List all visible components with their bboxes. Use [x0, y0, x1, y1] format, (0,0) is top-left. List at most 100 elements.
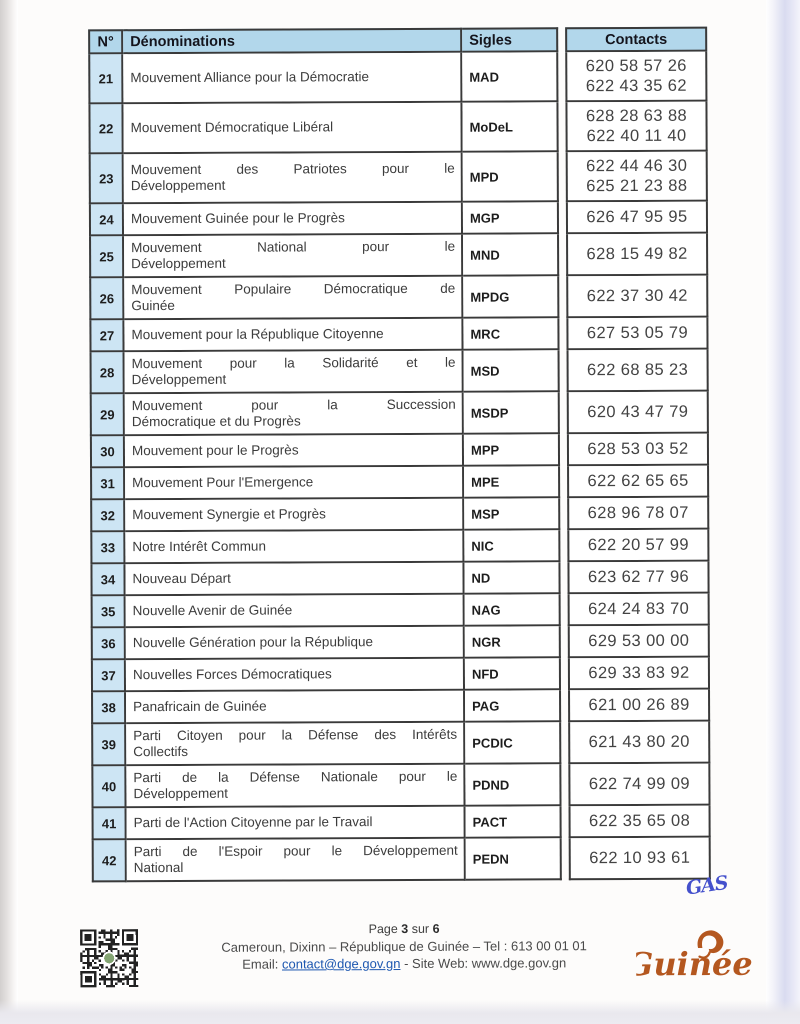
word: Parti	[133, 728, 162, 744]
phone-number: 629 53 00 00	[588, 631, 690, 651]
signature-initials: GAS	[684, 871, 729, 900]
word: pour	[398, 768, 426, 785]
phone-number: 629 33 83 92	[588, 663, 690, 683]
sigle-cell: NAG	[464, 594, 561, 627]
word: pour	[381, 160, 410, 177]
header-num: N°	[88, 29, 124, 55]
word: et	[406, 354, 418, 370]
word: Défense	[249, 769, 300, 785]
word: Parti	[133, 770, 162, 786]
denomination-cell: Mouvement Démocratique Libéral	[123, 102, 463, 155]
website-label: - Site Web: www.dge.gov.gn	[404, 955, 567, 971]
row-number: 21	[88, 54, 124, 105]
word: Mouvement	[130, 161, 202, 178]
phone-number: 621 43 80 20	[588, 732, 690, 752]
contact-cell: 626 47 95 95	[565, 201, 709, 235]
denomination-line: Notre Intérêt Commun	[132, 538, 266, 555]
header-sigles: Sigles	[462, 27, 559, 53]
phone-number: 621 00 26 89	[588, 695, 690, 715]
sigle-cell: MPE	[464, 466, 561, 499]
sigle-cell: MRC	[463, 318, 560, 351]
denomination-line: Mouvement Démocratique Libéral	[130, 119, 334, 136]
sigle-cell: MAD	[462, 52, 559, 103]
row-number: 25	[89, 236, 125, 279]
row-number: 24	[88, 204, 125, 237]
page-total: 6	[432, 921, 440, 936]
denomination-line: Panafricain de Guinée	[133, 698, 267, 715]
word: Parti	[133, 844, 162, 860]
phone-number: 628 96 78 07	[587, 503, 689, 523]
denomination-cell: Nouvelles Forces Démocratiques	[125, 658, 466, 693]
word: Mouvement	[131, 355, 203, 372]
row-number: 34	[90, 564, 126, 597]
page-separator: sur	[411, 921, 430, 936]
contact-cell: 622 20 57 99	[567, 529, 710, 563]
word: le	[446, 768, 458, 784]
denomination-cell: Parti de la Défense Nationale pour le Développe…	[126, 764, 466, 809]
denomination-line: Mouvement Synergie et Progrès	[132, 506, 326, 523]
word: le	[445, 354, 456, 370]
elephant-icon	[697, 930, 724, 959]
row-number: 33	[90, 532, 126, 565]
address-line: Cameroun, Dixinn – République de Guinée …	[221, 938, 587, 955]
denomination-cell: Mouvement Alliance pour la Démocratie	[123, 52, 463, 105]
phone-number: 628 28 63 88	[585, 106, 688, 126]
sigle-cell: MSD	[463, 350, 560, 393]
denomination-cell: Mouvement National pour le Développement	[124, 234, 464, 279]
denomination-line: Développement	[130, 177, 226, 194]
word: le	[444, 238, 456, 254]
header-contacts: Contacts	[565, 26, 708, 53]
row-number: 23	[88, 154, 124, 205]
word: pour	[251, 397, 279, 413]
email-link[interactable]: contact@dge.gov.gn	[281, 956, 401, 972]
row-number: 30	[89, 436, 126, 469]
header-denominations: Dénominations	[123, 27, 463, 55]
contact-cell: 628 53 03 52	[566, 433, 710, 467]
phone-number: 624 24 83 70	[588, 599, 690, 619]
contact-cell: 620 43 47 79	[566, 391, 709, 435]
denomination-line: Développement	[133, 785, 229, 802]
row-number: 28	[89, 352, 125, 395]
denomination-line: Nouveau Départ	[132, 570, 231, 587]
row-number: 26	[89, 278, 125, 321]
denomination-cell: Mouvement pour le Progrès	[124, 434, 465, 469]
sigle-cell: PACT	[465, 806, 562, 839]
word: Populaire	[234, 281, 292, 297]
word: Nationale	[320, 769, 378, 785]
word: de	[182, 769, 198, 785]
row-number: 31	[90, 468, 126, 501]
sigle-cell: MND	[463, 234, 560, 277]
word: la	[281, 727, 293, 743]
word: pour	[283, 843, 311, 859]
denomination-line: National	[133, 859, 184, 876]
denomination-line: Mouvement Guinée pour le Progrès	[130, 210, 345, 227]
row-number: 42	[91, 840, 127, 883]
word: Démocratique	[323, 280, 408, 297]
row-number: 22	[88, 104, 124, 155]
denomination-cell: Parti Citoyen pour la Défense des Intérêts Coll…	[126, 722, 466, 767]
word: Défense	[308, 727, 359, 743]
photo-right-edge	[766, 0, 800, 1024]
logo-wordmark: Guinée	[636, 945, 753, 984]
contact-cell: 621 00 26 89	[568, 689, 711, 723]
denomination-line: Parti de la Défense Nationale pour le	[133, 769, 457, 786]
word: Mouvement	[131, 281, 202, 298]
denomination-cell: Nouvelle Génération pour la République	[125, 626, 465, 661]
denomination-cell: Mouvement pour la Solidarité et le Développeme…	[124, 350, 464, 395]
word: le	[331, 843, 343, 859]
phone-number: 628 53 03 52	[587, 439, 689, 459]
denomination-line: Développement	[131, 255, 226, 272]
denomination-cell: Mouvement pour la Succession Démocratique et…	[124, 392, 464, 437]
word: Patriotes	[293, 161, 347, 177]
denomination-line: Nouvelle Avenir de Guinée	[132, 602, 293, 619]
row-number: 38	[91, 692, 127, 725]
sigle-cell: NFD	[464, 658, 562, 691]
denomination-line: Mouvement Populaire Démocratique de	[131, 281, 455, 298]
phone-number: 620 58 57 26	[585, 56, 687, 76]
word: Intérêts	[412, 726, 458, 742]
phone-number: 622 35 65 08	[588, 811, 691, 831]
sigle-cell: MoDeL	[462, 102, 559, 153]
word: Développement	[363, 842, 458, 859]
row-number: 37	[90, 660, 127, 693]
phone-number: 622 44 46 30	[586, 156, 688, 176]
